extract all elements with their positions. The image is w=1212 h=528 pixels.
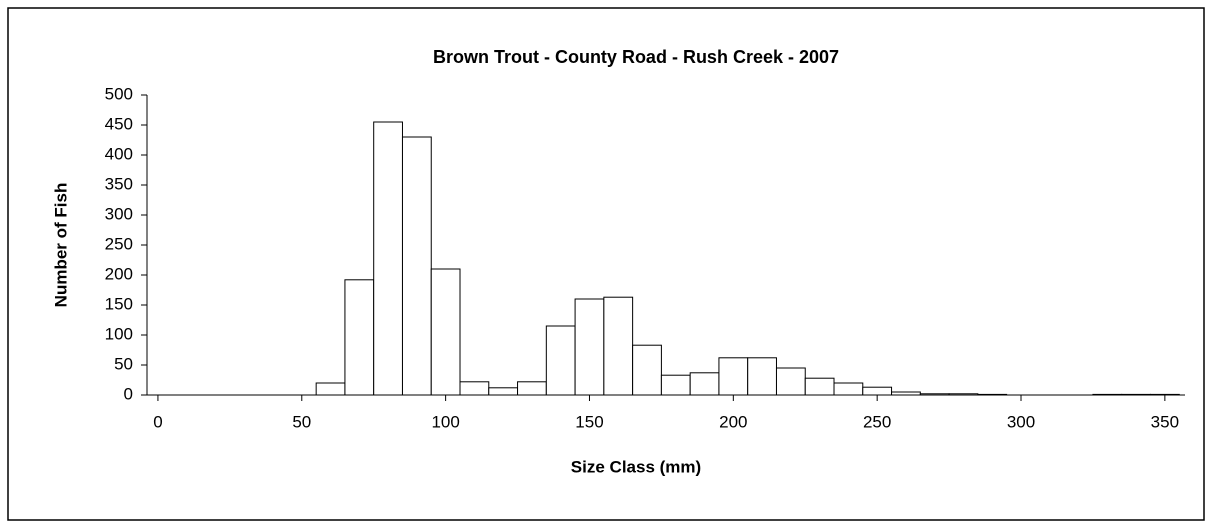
y-tick-label: 100 [105,324,133,343]
bar [775,367,806,396]
bar [862,386,893,396]
bar [488,387,519,396]
y-tick-label: 450 [105,114,133,133]
bar [430,268,461,396]
chart-title: Brown Trout - County Road - Rush Creek -… [433,47,839,67]
y-tick-label: 500 [105,84,133,103]
bar [660,374,691,396]
x-tick-label: 0 [153,412,162,431]
bar [718,357,749,396]
y-tick-label: 150 [105,294,133,313]
y-tick-label: 400 [105,144,133,163]
bar [315,382,346,396]
x-tick-label: 250 [863,412,891,431]
bar [344,279,375,396]
x-tick-label: 350 [1151,412,1179,431]
x-axis-label: Size Class (mm) [571,457,701,476]
y-tick-label: 250 [105,234,133,253]
bar [517,381,547,396]
x-tick-label: 300 [1007,412,1035,431]
y-tick-label: 350 [105,174,133,193]
x-tick-label: 200 [719,412,747,431]
y-tick-label: 300 [105,204,133,223]
bar [689,372,720,396]
bar [632,344,662,396]
bar [747,357,777,396]
bar [401,136,432,396]
bar [603,296,634,396]
y-tick-label: 50 [114,354,133,373]
bar [459,381,490,396]
bar [804,377,835,396]
bar [545,325,576,396]
y-axis-label: Number of Fish [51,183,70,308]
y-tick-label: 0 [124,384,133,403]
y-tick-label: 200 [105,264,133,283]
bar [833,382,864,396]
bar [373,121,403,396]
x-tick-label: 100 [431,412,459,431]
x-tick-label: 50 [292,412,311,431]
bar [574,298,605,396]
x-tick-label: 150 [575,412,603,431]
chart-border [7,7,1205,521]
